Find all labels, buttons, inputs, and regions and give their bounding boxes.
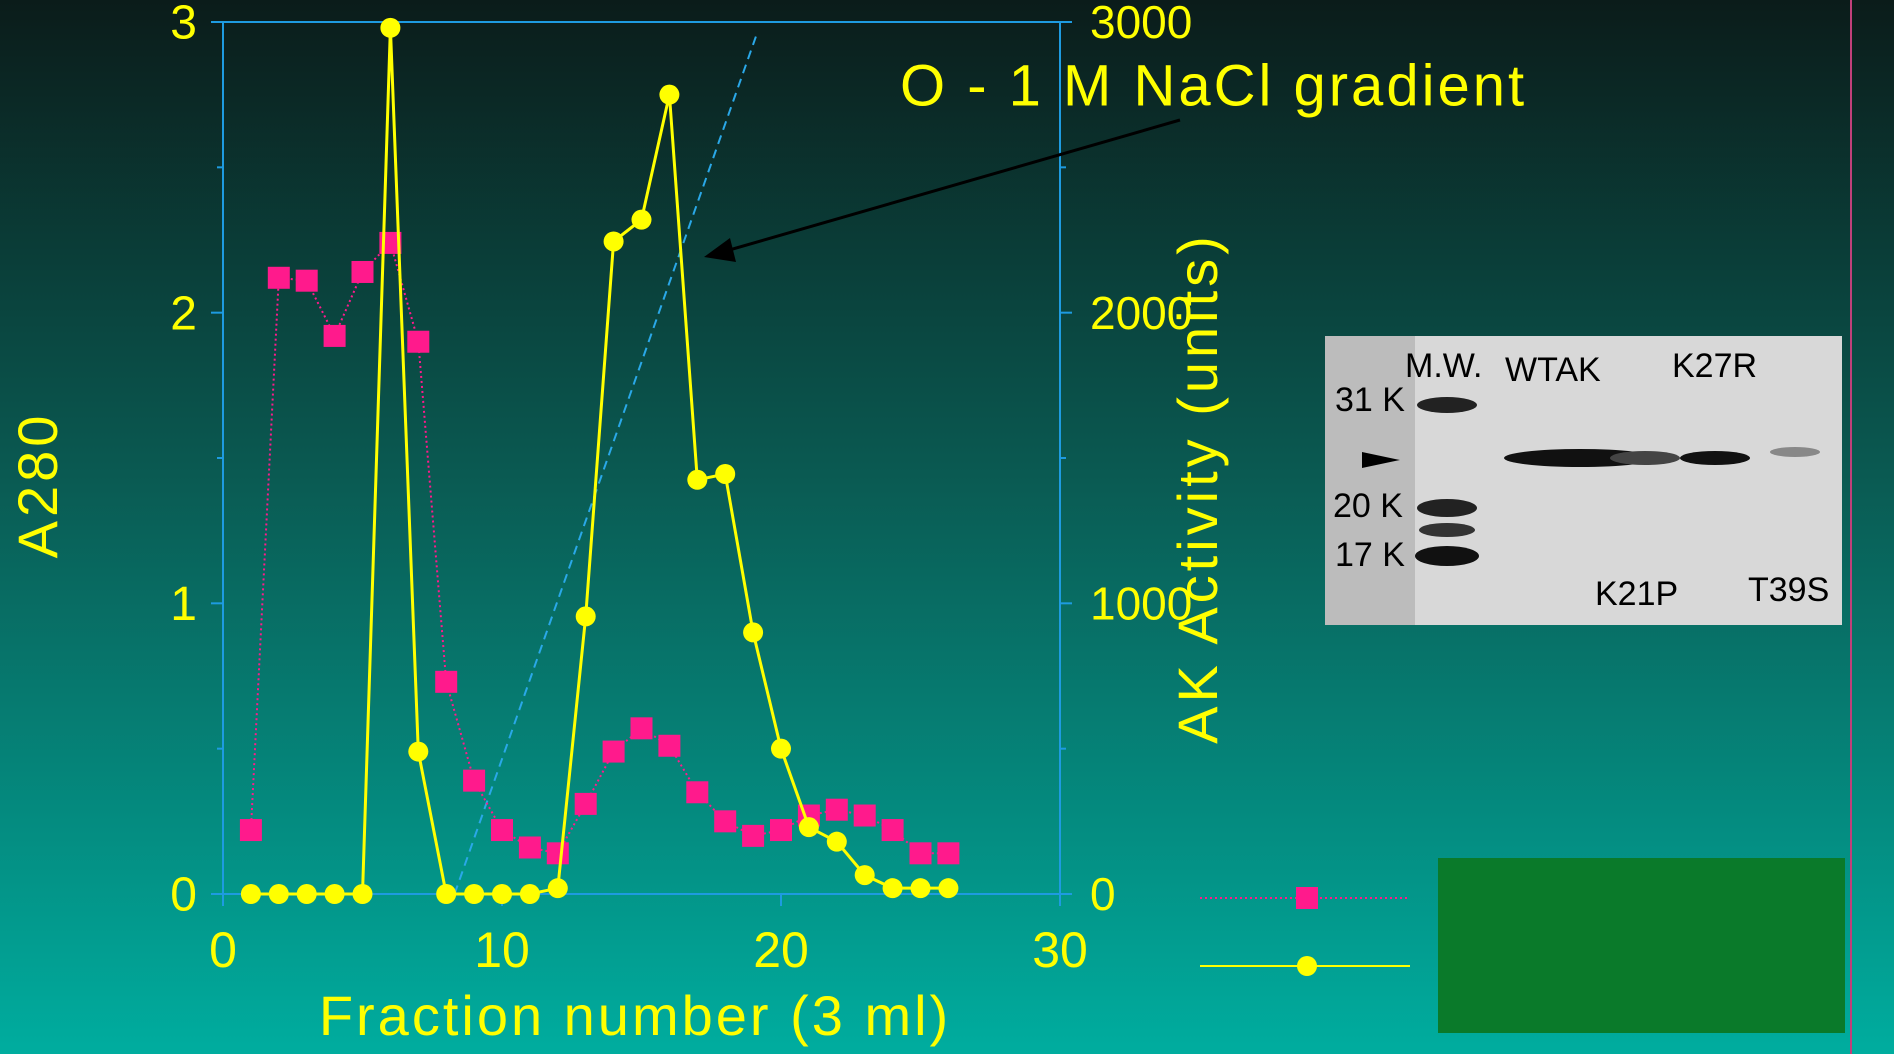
marker — [659, 85, 679, 105]
marker — [826, 799, 848, 821]
marker — [436, 884, 456, 904]
x-tick-label: 20 — [753, 922, 809, 978]
gel-label: K21P — [1595, 575, 1678, 613]
marker — [352, 261, 374, 283]
x-axis-title: Fraction number (3 ml) — [319, 984, 951, 1047]
marker — [687, 470, 707, 490]
y-axis-title: A280 — [6, 412, 69, 559]
y-tick-label: 2 — [170, 287, 197, 340]
marker — [714, 810, 736, 832]
slide: 012301000200030000102030Fraction number … — [0, 0, 1894, 1054]
marker — [715, 464, 735, 484]
marker — [548, 878, 568, 898]
marker — [770, 819, 792, 841]
gel-label: 17 K — [1335, 536, 1405, 574]
x-tick-label: 30 — [1032, 922, 1088, 978]
annotation: O - 1 M NaCl gradient — [900, 53, 1527, 118]
marker — [519, 836, 541, 858]
legend-marker — [1296, 887, 1318, 909]
marker — [771, 739, 791, 759]
marker — [854, 805, 876, 827]
band — [1770, 447, 1820, 457]
marker — [631, 717, 653, 739]
marker — [938, 878, 958, 898]
y-tick-label: 1 — [170, 578, 197, 631]
marker — [799, 817, 819, 837]
marker — [407, 331, 429, 353]
y2-tick-label: 3000 — [1090, 0, 1192, 48]
band — [1417, 397, 1477, 413]
gel-label: T39S — [1748, 571, 1829, 609]
marker — [603, 741, 625, 763]
marker — [632, 210, 652, 230]
marker — [937, 842, 959, 864]
gel-label: WTAK — [1505, 351, 1601, 389]
marker — [435, 671, 457, 693]
marker — [520, 884, 540, 904]
marker — [742, 825, 764, 847]
marker — [743, 622, 763, 642]
gel-inset: M.W. WTAK K27R 31 K 20 K 17 K K21P T39S — [1325, 336, 1842, 625]
legend-marker — [1297, 956, 1317, 976]
band — [1415, 546, 1479, 566]
marker — [604, 231, 624, 251]
y2-axis-title: AK Activity (units) — [1166, 232, 1229, 744]
legend-box — [1438, 858, 1845, 1033]
x-tick-label: 0 — [209, 922, 237, 978]
marker — [882, 819, 904, 841]
marker — [408, 742, 428, 762]
marker — [463, 770, 485, 792]
marker — [269, 884, 289, 904]
marker — [910, 842, 932, 864]
marker — [353, 884, 373, 904]
marker — [241, 884, 261, 904]
band — [1419, 523, 1475, 537]
marker — [575, 793, 597, 815]
band — [1680, 451, 1750, 465]
marker — [855, 865, 875, 885]
marker — [658, 735, 680, 757]
marker — [883, 878, 903, 898]
y2-tick-label: 0 — [1090, 868, 1116, 920]
marker — [491, 819, 513, 841]
band — [1610, 451, 1680, 465]
marker — [380, 18, 400, 38]
y-tick-label: 3 — [170, 0, 197, 50]
marker — [325, 884, 345, 904]
gel-edge — [1325, 336, 1415, 625]
marker — [240, 819, 262, 841]
marker — [492, 884, 512, 904]
marker — [324, 325, 346, 347]
marker — [576, 606, 596, 626]
x-tick-label: 10 — [474, 922, 530, 978]
marker — [911, 878, 931, 898]
marker — [547, 842, 569, 864]
marker — [268, 267, 290, 289]
gel-label: K27R — [1672, 347, 1757, 385]
gel-label: M.W. — [1405, 347, 1482, 385]
marker — [686, 781, 708, 803]
y-tick-label: 0 — [170, 869, 197, 922]
page: {"chart_data": {"type": "line", "x_label… — [0, 0, 1894, 1054]
gel-label: 31 K — [1335, 381, 1405, 419]
gel-label: 20 K — [1333, 487, 1403, 525]
marker — [297, 884, 317, 904]
marker — [827, 832, 847, 852]
band — [1417, 499, 1477, 517]
marker — [296, 270, 318, 292]
marker — [464, 884, 484, 904]
